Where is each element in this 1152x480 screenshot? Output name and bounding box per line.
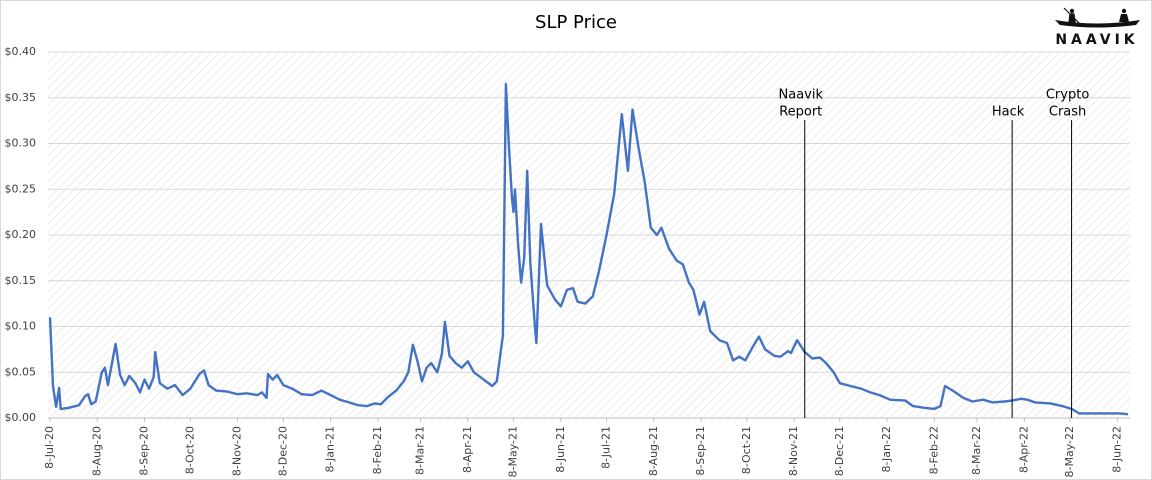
- x-tick-label: 8-Aug-21: [647, 426, 660, 476]
- x-tick-label: 8-Mar-21: [414, 426, 427, 475]
- annotation-label: Naavik: [779, 88, 824, 103]
- x-tick-label: 8-Nov-20: [231, 426, 244, 476]
- x-tick-label: 8-Oct-21: [740, 426, 753, 474]
- x-tick-label: 8-Jan-22: [880, 426, 893, 473]
- x-tick-label: 8-Apr-22: [1017, 426, 1030, 473]
- x-tick-label: 8-Jan-21: [324, 426, 337, 473]
- x-tick-label: 8-Jul-21: [600, 426, 613, 469]
- x-tick-label: 8-Nov-21: [787, 426, 800, 476]
- y-tick-label: $0.25: [5, 182, 37, 195]
- logo-figure: [1069, 8, 1075, 14]
- x-tick-label: 8-Feb-22: [927, 426, 940, 474]
- annotation-label: Report: [779, 105, 822, 120]
- x-tick-label: 8-Dec-21: [833, 426, 846, 476]
- y-tick-label: $0.40: [5, 45, 37, 58]
- logo: NAAVIK: [1055, 7, 1140, 48]
- x-tick-label: 8-Jun-22: [1110, 426, 1123, 473]
- annotation-label: Crypto: [1046, 88, 1089, 103]
- logo-text: NAAVIK: [1055, 32, 1138, 48]
- logo-figure: [1121, 8, 1127, 14]
- x-tick-label: 8-Mar-22: [970, 426, 983, 475]
- x-tick-label: 8-Jun-21: [554, 426, 567, 473]
- y-tick-label: $0.35: [5, 91, 37, 104]
- logo-boat: [1055, 20, 1140, 28]
- x-tick-label: 8-Jul-20: [43, 426, 56, 469]
- x-tick-label: 8-Aug-20: [90, 426, 103, 476]
- x-tick-label: 8-Sep-20: [138, 426, 151, 476]
- logo-figure: [1119, 14, 1129, 22]
- y-tick-label: $0.30: [5, 137, 37, 150]
- x-tick-label: 8-May-21: [507, 426, 520, 477]
- y-tick-label: $0.10: [5, 320, 37, 333]
- y-tick-label: $0.00: [5, 411, 37, 424]
- y-tick-label: $0.05: [5, 365, 37, 378]
- x-tick-label: 8-May-22: [1063, 426, 1076, 477]
- annotation-label: Hack: [992, 105, 1025, 120]
- y-tick-label: $0.20: [5, 228, 37, 241]
- logo-figure: [1063, 7, 1081, 25]
- y-tick-label: $0.15: [5, 274, 37, 287]
- x-tick-label: 8-Oct-20: [183, 426, 196, 474]
- x-tick-label: 8-Apr-21: [461, 426, 474, 473]
- x-tick-label: 8-Dec-20: [276, 426, 289, 476]
- annotation-label: Crash: [1049, 105, 1086, 120]
- price-line: [48, 82, 1129, 416]
- x-tick-label: 8-Sep-21: [694, 426, 707, 476]
- x-tick-label: 8-Feb-21: [371, 426, 384, 474]
- chart-title: SLP Price: [535, 12, 617, 33]
